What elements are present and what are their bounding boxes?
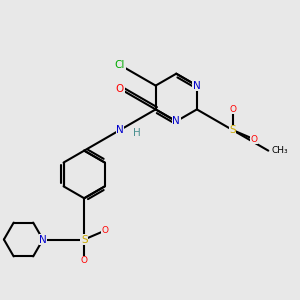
Text: O: O bbox=[229, 104, 236, 113]
Text: H: H bbox=[134, 128, 141, 138]
Text: CH₃: CH₃ bbox=[271, 146, 288, 155]
Text: O: O bbox=[250, 134, 257, 143]
Text: Cl: Cl bbox=[115, 60, 125, 70]
Text: N: N bbox=[39, 235, 47, 244]
Text: O: O bbox=[102, 226, 109, 235]
Text: N: N bbox=[193, 81, 201, 91]
Text: S: S bbox=[229, 125, 236, 135]
Text: O: O bbox=[81, 256, 88, 265]
Text: N: N bbox=[116, 125, 124, 135]
Text: N: N bbox=[39, 235, 47, 244]
Text: O: O bbox=[116, 84, 124, 94]
Text: S: S bbox=[81, 235, 88, 244]
Text: N: N bbox=[172, 116, 180, 126]
